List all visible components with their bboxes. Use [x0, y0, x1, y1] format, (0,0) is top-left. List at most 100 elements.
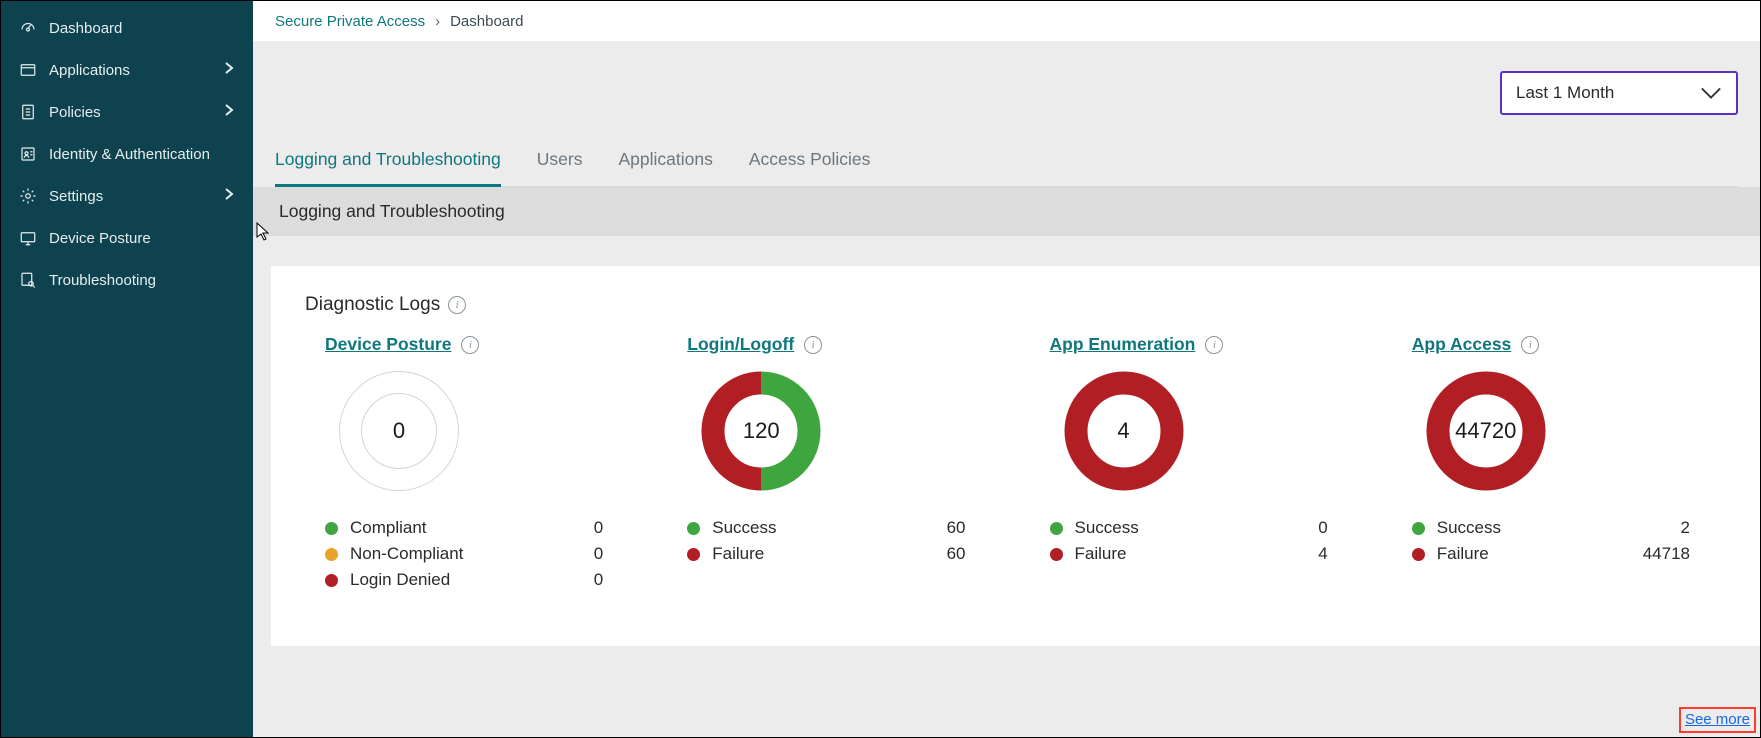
chevron-down-icon [1700, 86, 1722, 100]
legend-row: Success 0 [1050, 515, 1358, 541]
legend-dot [325, 548, 338, 561]
legend-dot [687, 522, 700, 535]
time-range-label: Last 1 Month [1516, 83, 1614, 103]
metric-title-link[interactable]: Device Posture [325, 334, 451, 355]
sidebar-item-device-posture[interactable]: Device Posture [1, 217, 253, 259]
chevron-right-icon [221, 186, 237, 206]
gauge-icon [17, 19, 39, 37]
legend: Success 2 Failure 44718 [1398, 515, 1720, 567]
sidebar-item-label: Troubleshooting [49, 272, 237, 289]
info-icon[interactable]: i [804, 336, 822, 354]
legend: Compliant 0 Non-Compliant 0 Login Denied 0 [311, 515, 633, 593]
legend-value: 0 [573, 518, 633, 538]
legend-value: 0 [573, 570, 633, 590]
donut-chart: 0 [339, 371, 459, 491]
info-icon[interactable]: i [1521, 336, 1539, 354]
doc-list-icon [17, 103, 39, 121]
legend: Success 60 Failure 60 [673, 515, 995, 567]
breadcrumb-current: Dashboard [450, 13, 523, 30]
section-header: Logging and Troubleshooting [253, 187, 1760, 236]
metric-app-access: App Access i 44720 Success 2 Failure 44718 [1378, 334, 1740, 593]
sidebar-item-label: Applications [49, 62, 221, 79]
device-icon [17, 229, 39, 247]
gear-icon [17, 187, 39, 205]
search-doc-icon [17, 271, 39, 289]
info-icon[interactable]: i [448, 296, 466, 314]
metric-login-logoff: Login/Logoff i 120 Success 60 Failure 60 [653, 334, 1015, 593]
diagnostic-logs-card: Diagnostic Logs i Device Posturei0Compli… [271, 266, 1760, 646]
metrics-row: Device Posturei0Compliant0Non-Compliant0… [271, 334, 1760, 593]
info-icon[interactable]: i [461, 336, 479, 354]
legend-label: Success [1075, 518, 1225, 538]
legend-label: Failure [712, 544, 862, 564]
legend-value: 0 [573, 544, 633, 564]
legend-dot [1050, 548, 1063, 561]
donut-total: 120 [701, 371, 821, 491]
legend-value: 2 [1660, 518, 1720, 538]
tab-users[interactable]: Users [537, 149, 583, 187]
donut-chart: 120 [701, 371, 821, 491]
legend-row: Compliant 0 [325, 515, 633, 541]
sidebar-item-identity-authentication[interactable]: Identity & Authentication [1, 133, 253, 175]
legend-value: 4 [1298, 544, 1358, 564]
sidebar-item-label: Dashboard [49, 20, 237, 37]
breadcrumb: Secure Private Access › Dashboard [253, 1, 1760, 41]
donut-chart: 44720 [1426, 371, 1546, 491]
legend-value: 44718 [1643, 544, 1720, 564]
sidebar-item-dashboard[interactable]: Dashboard [1, 7, 253, 49]
sidebar-item-policies[interactable]: Policies [1, 91, 253, 133]
legend-label: Success [1437, 518, 1587, 538]
tab-logging-and-troubleshooting[interactable]: Logging and Troubleshooting [275, 149, 501, 187]
legend-label: Compliant [350, 518, 500, 538]
legend-value: 60 [936, 544, 996, 564]
legend-row: Login Denied 0 [325, 567, 633, 593]
legend-row: Success 2 [1412, 515, 1720, 541]
legend-label: Success [712, 518, 862, 538]
breadcrumb-separator: › [435, 13, 440, 30]
legend-label: Login Denied [350, 570, 500, 590]
card-title: Diagnostic Logs [305, 294, 440, 316]
metric-title-link[interactable]: App Enumeration [1050, 334, 1196, 355]
header-area: Last 1 Month Logging and Troubleshooting… [253, 41, 1760, 187]
legend: Success 0 Failure 4 [1036, 515, 1358, 567]
legend-dot [687, 548, 700, 561]
sidebar: Dashboard Applications PoliciesIdentity & … [1, 1, 253, 737]
legend-row: Failure 60 [687, 541, 995, 567]
see-more-link[interactable]: See more [1685, 711, 1750, 728]
breadcrumb-root[interactable]: Secure Private Access [275, 13, 425, 30]
tab-access-policies[interactable]: Access Policies [749, 149, 871, 187]
legend-dot [1412, 522, 1425, 535]
legend-row: Non-Compliant 0 [325, 541, 633, 567]
tab-applications[interactable]: Applications [618, 149, 712, 187]
legend-label: Non-Compliant [350, 544, 500, 564]
legend-dot [1412, 548, 1425, 561]
donut-chart: 4 [1064, 371, 1184, 491]
info-icon[interactable]: i [1205, 336, 1223, 354]
legend-dot [325, 522, 338, 535]
chevron-right-icon [221, 60, 237, 80]
content-area: Diagnostic Logs i Device Posturei0Compli… [253, 236, 1760, 737]
legend-value: 60 [936, 518, 996, 538]
legend-value: 0 [1298, 518, 1358, 538]
legend-row: Success 60 [687, 515, 995, 541]
time-range-select[interactable]: Last 1 Month [1500, 71, 1738, 115]
legend-label: Failure [1437, 544, 1587, 564]
metric-app-enumeration: App Enumeration i 4 Success 0 Failure 4 [1016, 334, 1378, 593]
metric-title-link[interactable]: App Access [1412, 334, 1512, 355]
legend-dot [325, 574, 338, 587]
window-icon [17, 61, 39, 79]
sidebar-item-label: Device Posture [49, 230, 237, 247]
metric-title-link[interactable]: Login/Logoff [687, 334, 794, 355]
donut-total: 44720 [1426, 371, 1546, 491]
main-content: Secure Private Access › Dashboard Last 1… [253, 1, 1760, 737]
sidebar-item-settings[interactable]: Settings [1, 175, 253, 217]
sidebar-item-label: Settings [49, 188, 221, 205]
sidebar-item-applications[interactable]: Applications [1, 49, 253, 91]
legend-row: Failure 44718 [1412, 541, 1720, 567]
metric-device-posture: Device Posturei0Compliant0Non-Compliant0… [291, 334, 653, 593]
see-more-highlight: See more [1679, 707, 1756, 733]
id-badge-icon [17, 145, 39, 163]
donut-total: 0 [339, 371, 459, 491]
legend-label: Failure [1075, 544, 1225, 564]
sidebar-item-troubleshooting[interactable]: Troubleshooting [1, 259, 253, 301]
